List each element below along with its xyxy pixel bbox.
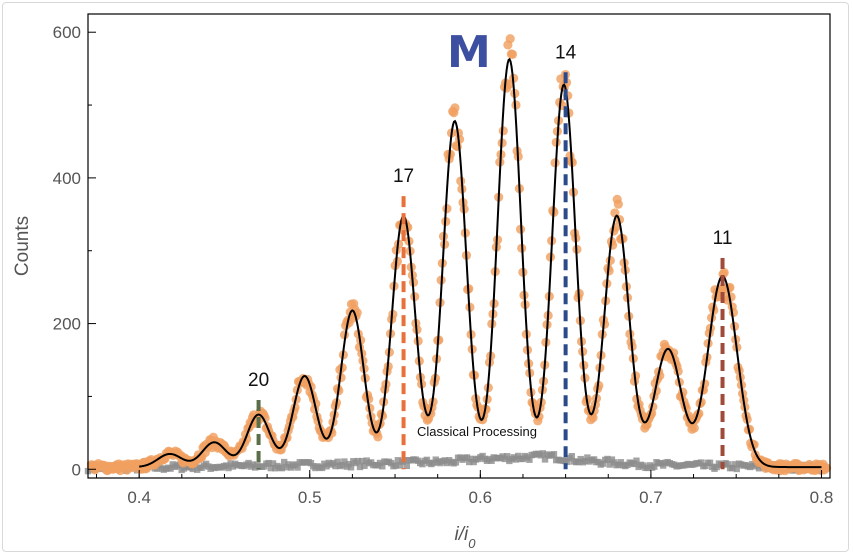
classical-point [359,457,366,465]
classical-point [713,463,720,471]
classical-point [167,465,174,472]
classical-point [361,462,368,469]
classical-point [724,461,732,468]
measured-point [534,411,544,422]
classical-point [392,462,399,469]
measured-point [719,267,729,278]
classical-point [503,453,511,460]
y-tick-label: 0 [72,460,81,479]
classical-point [267,464,275,472]
classical-point [512,456,520,463]
classical-point [376,459,384,467]
classical-point [539,450,546,457]
classical-point [430,459,437,467]
x-tick-label: 0.7 [639,488,663,507]
measured-point [551,137,561,148]
classical-point [541,456,549,463]
peak-label: 14 [555,42,577,63]
logo: M [447,27,491,78]
classical-point [606,461,613,468]
x-axis-title: i/i0 [455,524,477,551]
x-tick-label: 0.5 [298,488,322,507]
measured-series [86,34,832,476]
x-tick-label: 0.4 [127,488,151,507]
classical-point [604,455,611,463]
classical-point [265,459,272,467]
classical-point [452,459,460,466]
classical-point [403,462,411,470]
classical-point [332,462,339,470]
classical-point [526,456,533,463]
measured-point [821,463,832,473]
classical-point [189,465,196,473]
classical-point [599,460,607,467]
y-tick-label: 600 [53,23,81,42]
y-axis: 0 200 400 600 [53,23,96,479]
classical-point [379,463,386,470]
measured-point [260,413,270,423]
classical-point [731,461,738,468]
classical-point [338,461,346,469]
peak-label: 20 [248,370,269,391]
classical-point [347,464,355,471]
classical-point [334,458,341,465]
classical-point [706,459,714,466]
x-tick-label: 0.6 [469,488,493,507]
peak-label: 17 [393,166,414,187]
classical-point [318,464,326,472]
fit-series [139,57,822,469]
peak-markers: 20 17 14 11 [248,42,733,470]
measured-point [507,49,518,59]
y-tick-label: 200 [53,315,81,334]
classical-point [651,463,658,470]
classical-point [396,462,404,469]
classical-point [225,464,232,472]
plot-area-border [87,13,831,479]
classical-point [354,457,361,465]
fit-line [139,57,822,469]
measured-point [613,199,623,209]
measured-point [604,266,614,276]
measured-point [588,413,598,423]
measured-point [726,292,736,302]
classical-point [729,464,736,472]
classical-point [568,453,575,460]
classical-point [245,459,252,467]
classical-point [294,464,301,471]
classical-point [584,454,591,461]
classical-point [488,457,495,464]
y-axis-title: Counts [12,216,33,276]
measured-point [442,203,452,214]
classical-point [356,463,364,471]
measured-point [689,423,699,433]
classical-point [323,463,330,470]
classical-point [633,457,640,464]
classical-point [463,454,471,461]
classical-processing-label: Classical Processing [417,424,537,439]
classical-point [581,457,589,465]
x-axis: 0.4 0.5 0.6 0.7 0.8 [96,470,834,507]
classical-point [394,457,402,464]
classical-point [564,458,571,465]
classical-point [280,458,288,466]
y-tick-label: 400 [53,169,81,188]
classical-point [341,458,348,465]
x-tick-label: 0.8 [810,488,834,507]
measured-point [450,103,460,113]
measured-point [505,34,515,44]
classical-point [631,460,638,468]
classical-point [550,451,558,458]
classical-point [733,465,740,473]
measured-point [373,432,383,442]
classical-point [697,459,705,466]
classical-point [278,464,286,472]
classical-point [269,460,277,467]
peak-label: 11 [713,228,733,249]
